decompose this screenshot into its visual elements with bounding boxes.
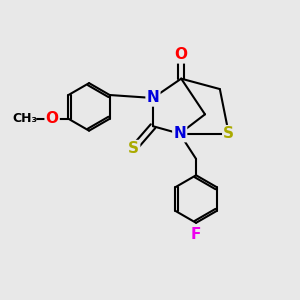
Text: N: N <box>173 126 186 141</box>
Text: N: N <box>147 91 159 106</box>
Text: O: O <box>46 111 59 126</box>
Text: CH₃: CH₃ <box>12 112 37 125</box>
Text: F: F <box>191 227 201 242</box>
Text: S: S <box>128 141 139 156</box>
Text: S: S <box>223 126 234 141</box>
Text: O: O <box>175 47 188 62</box>
